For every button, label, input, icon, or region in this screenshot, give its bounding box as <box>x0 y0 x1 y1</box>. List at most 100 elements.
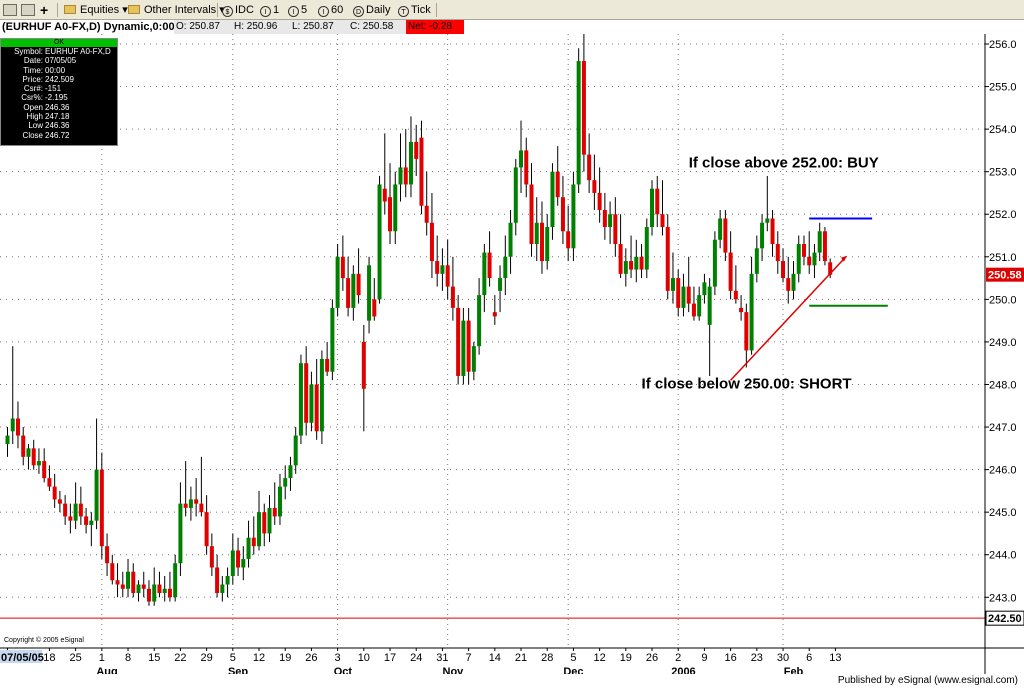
candle <box>146 580 151 606</box>
candle-body <box>576 61 581 185</box>
candle <box>335 244 340 317</box>
idc-button[interactable]: $ IDC <box>222 2 254 18</box>
candle-body <box>828 262 833 275</box>
candle <box>644 218 649 279</box>
candle <box>403 129 408 198</box>
chart-title-bar: (EURHUF A0-FX,D) Dynamic,0:00-2 O: 250.8… <box>0 20 1024 34</box>
x-axis-date-label: 24 <box>410 652 422 664</box>
candle <box>781 248 786 283</box>
interval-60-button[interactable]: I 60 <box>318 2 343 18</box>
candle-body <box>498 278 503 291</box>
data-window-value: -151 <box>45 84 62 94</box>
data-window-row: Time: 00:00 <box>1 66 117 75</box>
candle-body <box>31 448 36 466</box>
candle-body <box>513 167 518 223</box>
symbol-title: (EURHUF A0-FX,D) Dynamic,0:00-2 <box>2 21 185 33</box>
candle <box>267 495 272 542</box>
candle-body <box>733 290 738 300</box>
candle-body <box>807 256 812 266</box>
data-window-row: Csr#: -151 <box>1 84 117 93</box>
data-window-value: 07/05/05 <box>45 56 77 66</box>
add-icon[interactable]: + <box>40 2 49 18</box>
candle <box>47 465 52 491</box>
candle <box>466 307 471 385</box>
x-axis-month-label: Dec <box>563 666 583 674</box>
candle-body <box>52 486 57 500</box>
candle-body <box>194 499 199 504</box>
candle-body <box>822 231 827 262</box>
candle <box>272 482 277 525</box>
chart-style-icon[interactable] <box>21 2 35 18</box>
tick-button[interactable]: T Tick <box>398 2 431 18</box>
candle-body <box>288 465 293 479</box>
candle-body <box>686 286 691 304</box>
candle-body <box>456 307 461 376</box>
candle <box>99 452 104 559</box>
candle <box>592 154 597 210</box>
candle-body <box>492 312 497 317</box>
chart-settings-icon[interactable] <box>3 2 17 18</box>
candle-body <box>571 184 576 249</box>
candle-body <box>450 286 455 308</box>
candle-body <box>791 273 796 291</box>
candle-body <box>157 584 162 594</box>
x-axis-month-label: Aug <box>96 666 117 674</box>
candle <box>529 163 534 257</box>
candle-body <box>587 154 592 181</box>
candle <box>817 222 822 262</box>
cursor-price-tag <box>985 610 1024 626</box>
candle <box>450 256 455 321</box>
data-window-key: Time: <box>23 65 43 75</box>
candle <box>571 171 576 262</box>
candle <box>204 495 209 555</box>
x-axis-date-label: 30 <box>777 652 789 664</box>
other-intervals-dropdown[interactable]: Other Intervals ▾ <box>128 2 225 18</box>
footer: Published by eSignal (www.esignal.com) <box>0 674 1024 689</box>
y-axis-label: 248.0 <box>989 379 1017 391</box>
candle <box>309 371 314 432</box>
trend-line <box>730 256 847 381</box>
candle-body <box>84 516 89 525</box>
candle-body <box>718 218 723 240</box>
candlestick-chart[interactable]: If close above 252.00: BUY If close below… <box>0 34 1024 674</box>
interval-icon: I <box>318 6 329 17</box>
folder-icon <box>128 5 140 14</box>
candle <box>587 133 592 193</box>
candle-body <box>15 418 20 436</box>
candle <box>162 576 167 602</box>
candle <box>372 278 377 321</box>
candle-body <box>650 188 655 228</box>
candle <box>330 299 335 381</box>
candle <box>10 346 15 445</box>
candle <box>807 231 812 274</box>
x-axis-month-label: Nov <box>443 666 465 674</box>
candle-body <box>220 584 225 594</box>
candle <box>188 486 193 521</box>
candle <box>398 133 403 202</box>
candle <box>744 303 749 368</box>
data-window-row: Low 246.36 <box>1 121 117 130</box>
candle <box>230 533 235 585</box>
cursor-price-label: 242.50 <box>988 613 1022 625</box>
candle <box>477 278 482 355</box>
candle-body <box>519 150 524 168</box>
candle-body <box>529 184 534 245</box>
candle <box>576 48 581 193</box>
candle-body <box>63 503 68 517</box>
x-axis-date-label: 07/05/05 <box>1 652 44 664</box>
candle <box>325 341 330 376</box>
candle-body <box>665 227 670 291</box>
candle <box>52 473 57 508</box>
candle <box>110 554 115 585</box>
equities-dropdown[interactable]: Equities ▾ <box>64 2 128 18</box>
x-axis-date-label: 17 <box>384 652 396 664</box>
daily-button[interactable]: D Daily <box>353 2 390 18</box>
candle-body <box>120 584 125 589</box>
candle-body <box>403 167 408 185</box>
candle-body <box>126 571 131 589</box>
candle-body <box>786 278 791 291</box>
candle <box>581 34 586 172</box>
candle <box>388 163 393 245</box>
